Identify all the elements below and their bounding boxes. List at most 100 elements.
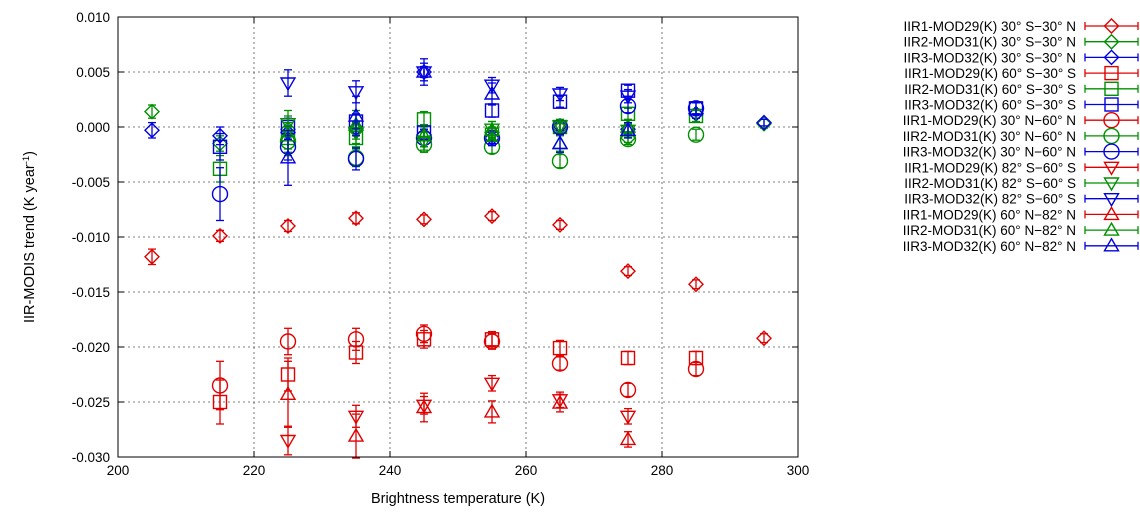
y-axis-label-main: IIR-MODIS trend (K year [22, 164, 38, 323]
data-point [347, 86, 365, 101]
data-point [688, 101, 704, 116]
y-tick-label: -0.015 [72, 285, 110, 300]
legend-label: IIR1-MOD29(K) 60° S−30° S [904, 66, 1076, 81]
y-axis-label-superscript: -1 [21, 156, 32, 164]
legend-item: IIR3-MOD32(K) 60° S−30° S [904, 97, 1139, 113]
legend-label: IIR3-MOD32(K) 30° N−60° N [903, 145, 1076, 160]
legend-label: IIR1-MOD29(K) 30° N−60° N [903, 113, 1076, 128]
legend-label: IIR1-MOD29(K) 60° N−82° N [903, 207, 1076, 222]
y-axis-label: IIR-MODIS trend (K year-1) [21, 151, 38, 323]
data-points [144, 58, 772, 459]
data-point [279, 385, 297, 400]
data-point [551, 120, 569, 135]
data-point [279, 333, 297, 350]
data-point [483, 85, 501, 100]
data-point [347, 150, 365, 168]
series-14 [279, 109, 637, 157]
legend-item: IIR3-MOD32(K) 82° S−60° S [904, 192, 1139, 208]
data-point [619, 90, 637, 105]
legend-item: IIR3-MOD32(K) 60° N−82° N [903, 237, 1139, 254]
data-point [212, 227, 228, 244]
data-point [483, 403, 501, 418]
legend-marker [1103, 33, 1120, 50]
data-point [144, 248, 160, 265]
data-point [688, 276, 704, 293]
data-point [347, 427, 365, 442]
data-point [415, 325, 433, 342]
x-tick-label: 200 [107, 463, 130, 478]
legend-item: IIR2-MOD31(K) 30° S−30° N [904, 33, 1139, 50]
data-point [552, 216, 568, 233]
data-point [144, 103, 160, 120]
x-tick-label: 220 [243, 463, 266, 478]
data-point [619, 121, 637, 137]
y-axis-label-end: ) [22, 151, 38, 156]
data-point [211, 185, 229, 203]
series-3 [144, 64, 772, 146]
legend-item: IIR1-MOD29(K) 82° S−60° S [904, 160, 1139, 176]
data-point [756, 114, 772, 131]
x-axis-label: Brightness temperature (K) [371, 491, 545, 507]
series-13 [279, 360, 637, 459]
data-point [756, 330, 772, 347]
data-point [347, 410, 365, 425]
data-point [415, 127, 433, 142]
data-point [620, 350, 636, 366]
legend-marker [1104, 65, 1119, 81]
data-point [687, 100, 705, 117]
data-point [687, 360, 705, 378]
data-point [415, 63, 433, 78]
data-point [483, 121, 501, 137]
data-point [483, 79, 501, 94]
data-point [347, 331, 365, 348]
data-point [551, 394, 569, 409]
data-point [551, 152, 569, 170]
data-point [619, 431, 637, 446]
legend-item: IIR2-MOD31(K) 30° N−60° N [903, 127, 1139, 145]
series-2 [144, 103, 772, 152]
data-point [484, 208, 500, 225]
data-point [212, 139, 228, 155]
y-tick-label: -0.005 [72, 175, 110, 190]
legend-label: IIR2-MOD31(K) 30° S−30° N [904, 35, 1076, 50]
y-tick-label: 0.000 [76, 120, 110, 135]
data-point [348, 210, 364, 227]
y-tick-label: -0.030 [72, 450, 110, 465]
legend-label: IIR2-MOD31(K) 82° S−60° S [904, 176, 1076, 191]
legend-label: IIR2-MOD31(K) 60° S−30° S [904, 82, 1076, 97]
series-1 [144, 208, 772, 347]
legend-marker [1103, 18, 1120, 34]
legend-item: IIR3-MOD32(K) 30° S−30° N [904, 49, 1139, 65]
data-point [483, 333, 501, 350]
legend-marker [1104, 81, 1119, 97]
series-15 [279, 58, 637, 186]
y-tick-label: -0.020 [72, 340, 110, 355]
data-point [756, 115, 772, 132]
y-tick-label: 0.005 [76, 65, 110, 80]
legend-marker [1103, 127, 1120, 145]
data-point [620, 263, 636, 280]
series-10 [279, 374, 637, 456]
series-11 [279, 109, 637, 151]
data-point [416, 211, 432, 228]
legend-item: IIR1-MOD29(K) 60° S−30° S [904, 65, 1139, 81]
legend-label: IIR3-MOD32(K) 82° S−60° S [904, 192, 1076, 207]
legend-item: IIR1-MOD29(K) 60° N−82° N [903, 206, 1139, 222]
legend-item: IIR1-MOD29(K) 30° S−30° N [904, 18, 1139, 34]
data-point [552, 340, 568, 356]
data-point [347, 107, 365, 122]
x-tick-label: 240 [379, 463, 402, 478]
x-tick-label: 260 [515, 463, 538, 478]
legend-item: IIR2-MOD31(K) 60° S−30° S [904, 81, 1139, 97]
legend-marker [1104, 97, 1119, 112]
legend-marker [1103, 221, 1120, 236]
data-point [551, 135, 569, 150]
data-point [279, 149, 297, 164]
series-7 [211, 324, 705, 411]
data-point [415, 399, 433, 414]
axes: 200 220 240 260 280 300 0.010 0.005 0.000 -0.005 -… [72, 10, 810, 478]
x-tick-label: 300 [787, 463, 810, 478]
legend-label: IIR1-MOD29(K) 82° S−60° S [904, 160, 1076, 175]
data-point [483, 377, 501, 392]
